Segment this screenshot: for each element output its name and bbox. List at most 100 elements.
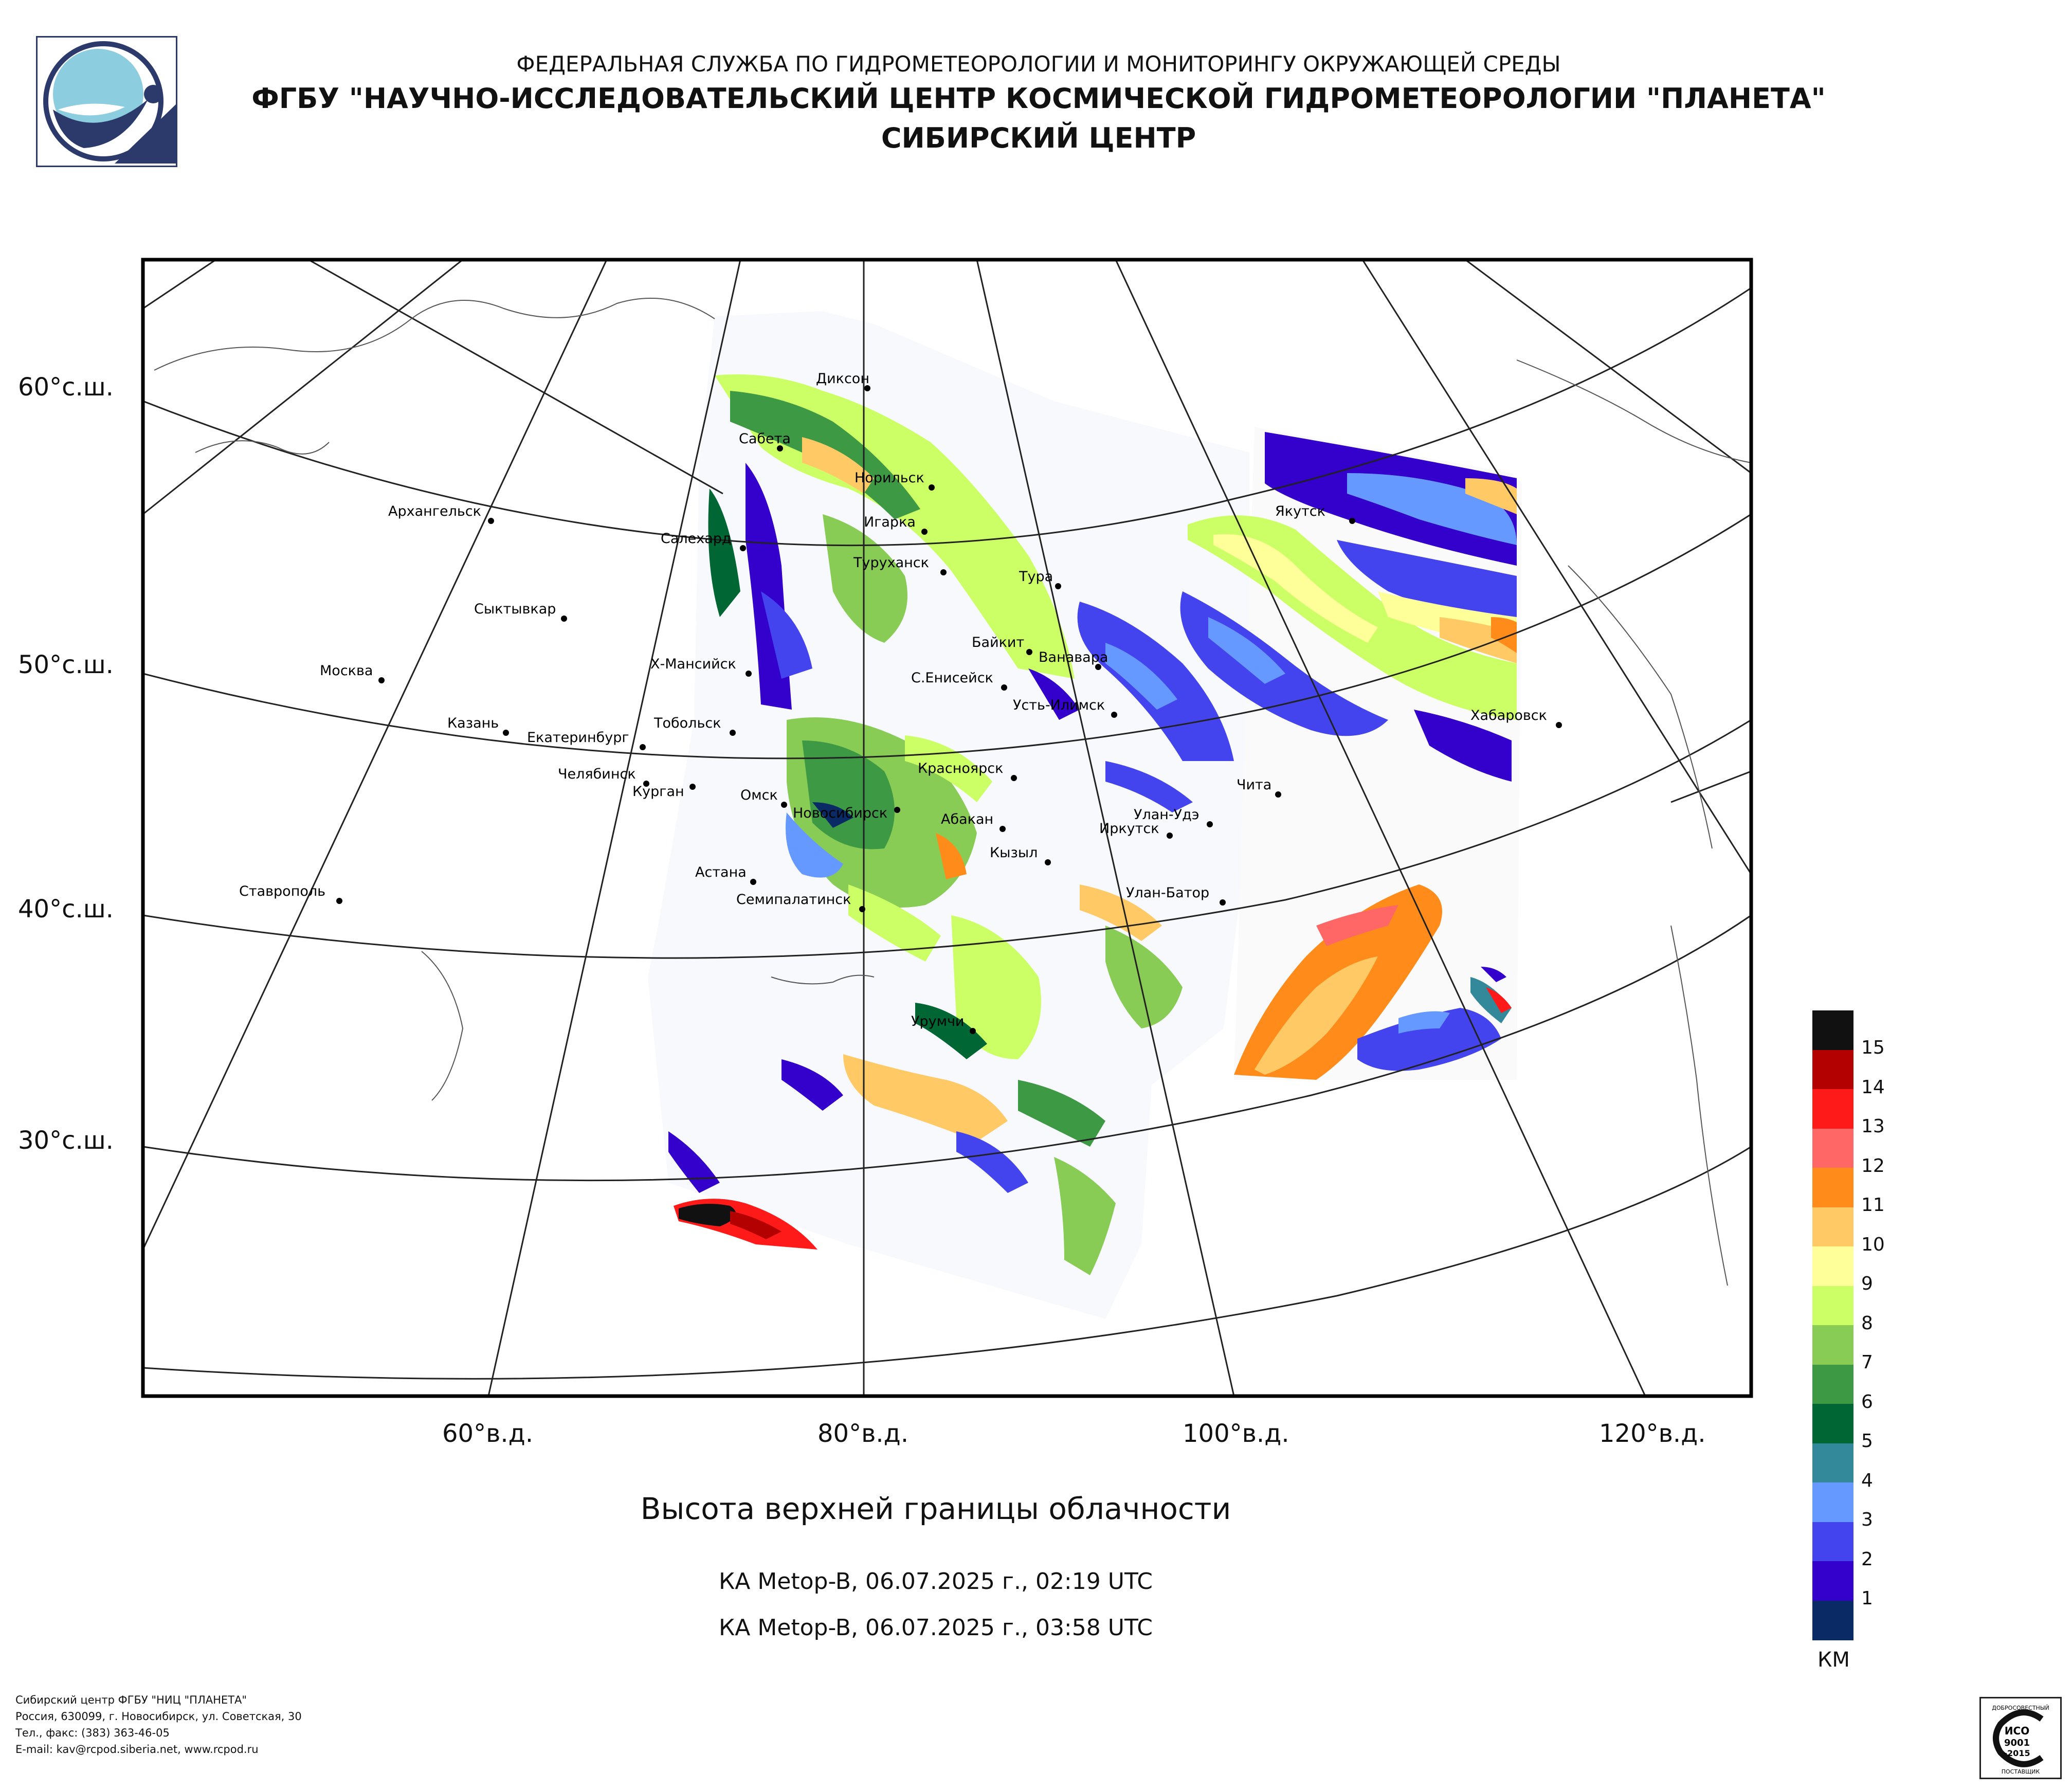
city-dot	[1111, 712, 1117, 718]
city-dot	[1001, 684, 1007, 691]
city-dot	[1207, 821, 1213, 827]
city-dot	[859, 906, 865, 912]
footer-line: Сибирский центр ФГБУ "НИЦ "ПЛАНЕТА"	[15, 1694, 247, 1706]
satellite-pass-2: КА Metop-B, 06.07.2025 г., 03:58 UTC	[719, 1615, 1153, 1641]
cert-line3: -2015	[2004, 1748, 2030, 1758]
legend-value-label: 7	[1861, 1352, 1873, 1373]
legend-color-swatch	[1812, 1050, 1853, 1090]
city-dot	[921, 529, 928, 535]
city-dot	[1349, 518, 1355, 524]
city-dot	[999, 826, 1006, 832]
city-dot	[781, 802, 787, 808]
city-dot	[1220, 899, 1226, 906]
city-dot	[378, 677, 385, 683]
legend-color-swatch	[1812, 1404, 1853, 1444]
city-label: Красноярск	[918, 761, 1003, 776]
map-frame	[141, 258, 1753, 1398]
footer-line: E-mail: kav@rcpod.siberia.net, www.rcpod…	[15, 1743, 259, 1756]
city-dot	[1011, 775, 1017, 781]
iso-certificate-badge: ДОБРОСОВЕСТНЫЙ ИСО 9001 -2015 ПОСТАВЩИК	[1979, 1697, 2062, 1779]
legend-value-label: 1	[1861, 1588, 1873, 1609]
city-label: Новосибирск	[793, 805, 887, 821]
city-label: Курган	[632, 784, 684, 800]
city-label: Омск	[740, 787, 778, 803]
city-label: Байкит	[972, 635, 1024, 650]
map-title: Высота верхней границы облачности	[640, 1491, 1231, 1526]
city-dot	[1275, 791, 1281, 798]
legend-color-swatch	[1812, 1522, 1853, 1562]
city-dot	[894, 807, 900, 813]
legend-unit: КМ	[1817, 1648, 1850, 1672]
legend-value-label: 4	[1861, 1470, 1873, 1491]
legend-color-swatch	[1812, 1089, 1853, 1129]
satellite-pass-1: КА Metop-B, 06.07.2025 г., 02:19 UTC	[719, 1568, 1153, 1595]
city-label: Норильск	[855, 470, 924, 486]
city-dot	[1095, 664, 1101, 670]
city-label: Чита	[1237, 777, 1271, 793]
legend-value-label: 15	[1861, 1037, 1885, 1058]
footer-line: Тел., факс: (383) 363-46-05	[15, 1727, 170, 1739]
cert-line1: ИСО	[2005, 1725, 2029, 1737]
city-label: Туруханск	[853, 555, 929, 571]
city-label: Сыктывкар	[474, 601, 556, 617]
legend-value-label: 8	[1861, 1312, 1873, 1334]
city-label: Ставрополь	[239, 883, 325, 899]
city-label: Астана	[695, 864, 747, 880]
city-label: Семипалатинск	[736, 892, 851, 908]
legend-color-swatch	[1812, 1246, 1853, 1287]
city-dot	[503, 730, 509, 736]
legend-value-label: 9	[1861, 1273, 1873, 1294]
city-label: Салехард	[661, 531, 732, 547]
legend-color-swatch	[1812, 1128, 1853, 1168]
city-label: Архангельск	[388, 503, 481, 519]
legend-value-label: 14	[1861, 1076, 1885, 1098]
city-dot	[1045, 859, 1051, 865]
city-dot	[1167, 833, 1173, 839]
city-dot	[940, 569, 947, 575]
city-label: Тура	[1019, 569, 1053, 585]
coastlines	[154, 298, 1751, 1286]
legend-value-label: 5	[1861, 1431, 1873, 1452]
legend-value-label: 2	[1861, 1548, 1873, 1570]
planeta-logo	[36, 36, 177, 167]
lon-label-100: 100°в.д.	[1183, 1419, 1289, 1448]
city-label: Улан-Удэ	[1134, 807, 1199, 823]
city-dot	[561, 616, 567, 622]
lon-label-60: 60°в.д.	[442, 1419, 534, 1448]
graticule	[143, 260, 1751, 1396]
city-label: Хабаровск	[1470, 708, 1547, 723]
legend-color-swatch	[1812, 1286, 1853, 1326]
legend-value-label: 6	[1861, 1391, 1873, 1413]
city-dot	[1026, 649, 1032, 655]
city-dot	[740, 545, 746, 551]
city-label: Москва	[320, 663, 373, 679]
city-label: Челябинск	[558, 766, 636, 782]
legend-value-label: 13	[1861, 1116, 1885, 1137]
legend-value-label: 12	[1861, 1155, 1885, 1177]
footer-line: Россия, 630099, г. Новосибирск, ул. Сове…	[15, 1710, 302, 1723]
legend-color-swatch	[1812, 1207, 1853, 1247]
legend-color-swatch	[1812, 1443, 1853, 1483]
legend-color-swatch	[1812, 1482, 1853, 1523]
city-label: Абакан	[941, 811, 993, 827]
cert-bottom-text: ПОСТАВЩИК	[2002, 1768, 2040, 1775]
legend-color-swatch	[1812, 1364, 1853, 1404]
legend-value-label: 11	[1861, 1195, 1885, 1216]
city-label: Х-Мансийск	[650, 656, 736, 672]
city-label: Усть-Илимск	[1013, 697, 1105, 713]
city-label: Сабета	[739, 431, 791, 447]
city-label: Урумчи	[911, 1014, 964, 1029]
city-label: Тобольск	[653, 715, 721, 731]
header-organization: ФГБУ "НАУЧНО-ИССЛЕДОВАТЕЛЬСКИЙ ЦЕНТР КОС…	[251, 82, 1826, 115]
lat-label-40: 40°с.ш.	[18, 895, 114, 924]
legend-value-label: 3	[1861, 1509, 1873, 1530]
lat-label-50: 50°с.ш.	[18, 650, 114, 679]
lon-label-80: 80°в.д.	[817, 1419, 909, 1448]
city-label: Улан-Батор	[1126, 885, 1209, 901]
city-dot	[929, 484, 935, 491]
cert-line2: 9001	[2004, 1738, 2030, 1748]
lat-label-30: 30°с.ш.	[18, 1126, 114, 1155]
city-dot	[970, 1028, 976, 1034]
city-label: Кызыл	[990, 845, 1038, 861]
